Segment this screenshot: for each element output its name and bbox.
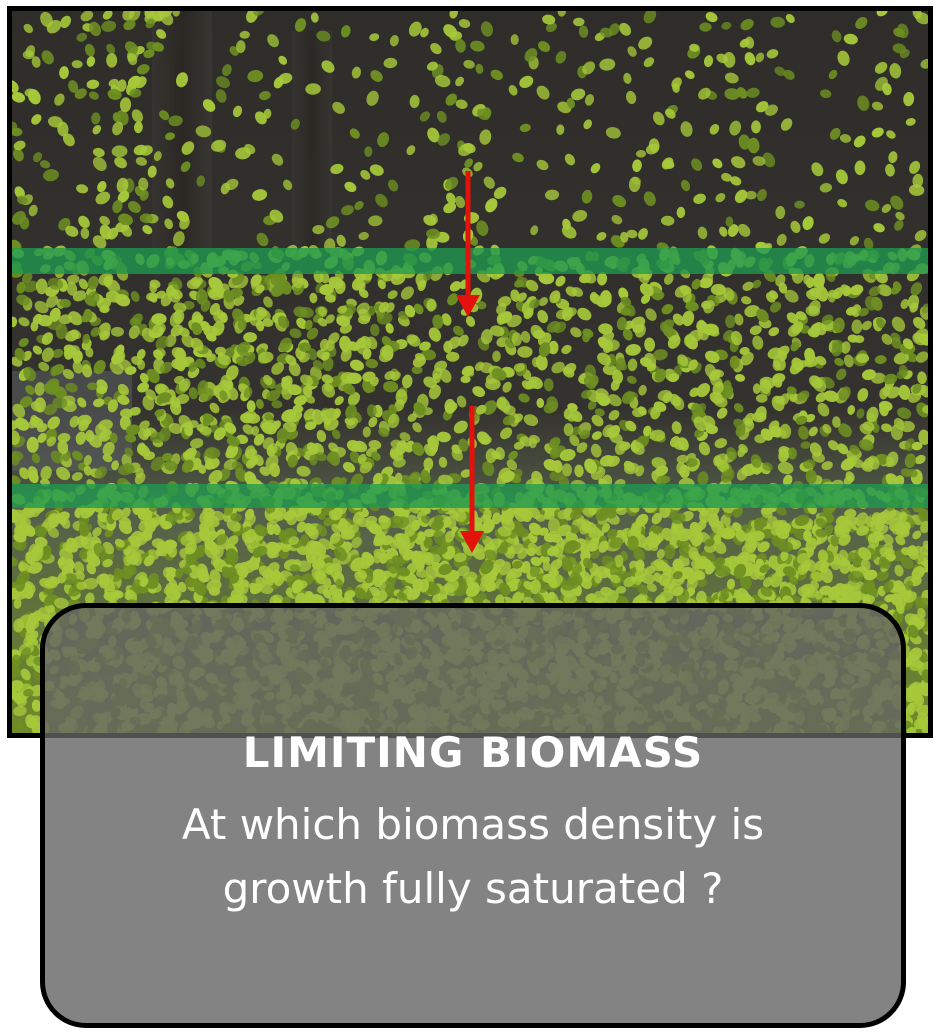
growth-arrow-upper xyxy=(456,171,480,317)
caption-title: LIMITING BIOMASS xyxy=(242,728,704,777)
caption-question: At which biomass density is growth fully… xyxy=(181,800,765,913)
growth-arrow-lower xyxy=(460,406,484,553)
caption-box: LIMITING BIOMASS At which biomass densit… xyxy=(40,603,906,1028)
